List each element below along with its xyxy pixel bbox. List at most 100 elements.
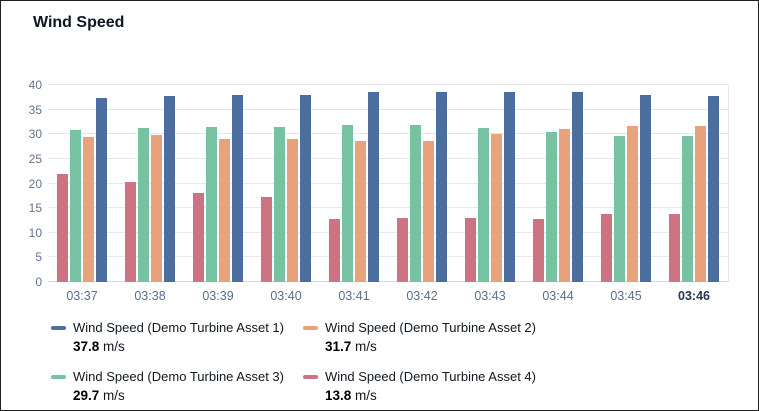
bar[interactable]: [261, 196, 272, 282]
bar[interactable]: [300, 94, 311, 282]
bar[interactable]: [274, 126, 285, 282]
x-tick-label: 03:43: [474, 289, 506, 303]
gridline: [48, 157, 728, 159]
bar[interactable]: [329, 218, 340, 282]
bar[interactable]: [559, 129, 570, 282]
x-tick-label: 03:39: [202, 289, 234, 303]
legend: Wind Speed (Demo Turbine Asset 1) 37.8 m/…: [51, 319, 536, 404]
bar-cluster: [660, 85, 728, 282]
legend-marker: [303, 326, 318, 330]
bar[interactable]: [669, 214, 680, 282]
bar[interactable]: [287, 139, 298, 282]
legend-marker: [303, 375, 318, 379]
gridline: [48, 281, 728, 282]
bar[interactable]: [70, 129, 81, 282]
bar[interactable]: [397, 218, 408, 282]
y-axis-label: 15: [28, 201, 42, 216]
legend-item-asset-3[interactable]: Wind Speed (Demo Turbine Asset 3) 29.7 m/…: [51, 368, 303, 404]
bar[interactable]: [368, 91, 379, 282]
bar[interactable]: [682, 135, 693, 282]
bar[interactable]: [96, 98, 107, 282]
x-tick-label: 03:46: [678, 289, 710, 303]
y-axis-label: 20: [28, 176, 42, 191]
bar[interactable]: [219, 138, 230, 282]
bar[interactable]: [572, 92, 583, 282]
bar-cluster: [388, 85, 456, 282]
y-axis-label: 40: [28, 78, 42, 92]
bar[interactable]: [546, 132, 557, 282]
bar[interactable]: [614, 135, 625, 282]
bar[interactable]: [232, 95, 243, 282]
bar[interactable]: [708, 95, 719, 282]
bar[interactable]: [355, 141, 366, 282]
legend-label: Wind Speed (Demo Turbine Asset 2): [325, 320, 536, 335]
bar[interactable]: [465, 217, 476, 282]
bar[interactable]: [83, 136, 94, 282]
bar[interactable]: [138, 128, 149, 282]
gridline: [48, 207, 728, 209]
y-axis-label: 35: [28, 102, 42, 117]
bar[interactable]: [125, 181, 136, 282]
gridline: [48, 182, 728, 184]
x-tick-label: 03:38: [134, 289, 166, 303]
bar-groups: [48, 85, 728, 282]
x-tick-label: 03:37: [66, 289, 98, 303]
x-tick-label: 03:44: [542, 289, 574, 303]
bar[interactable]: [640, 94, 651, 282]
bar[interactable]: [193, 193, 204, 282]
gridline: [48, 108, 728, 110]
bar[interactable]: [206, 126, 217, 282]
y-axis-label: 5: [35, 250, 42, 265]
legend-value: 29.7 m/s: [73, 388, 125, 403]
legend-label: Wind Speed (Demo Turbine Asset 1): [73, 320, 284, 335]
bar[interactable]: [601, 214, 612, 282]
gridline: [48, 84, 728, 85]
bar[interactable]: [164, 96, 175, 282]
legend-marker: [51, 326, 66, 330]
x-axis: 03:37 03:38 03:39 03:40 03:41 03:42 03:43 03:44…: [48, 289, 728, 304]
bar-cluster: [48, 85, 116, 282]
chart-title: Wind Speed: [33, 14, 125, 31]
bar-cluster: [524, 85, 592, 282]
bar[interactable]: [504, 91, 515, 282]
gridline: [48, 133, 728, 135]
x-tick-label: 03:45: [610, 289, 642, 303]
y-axis-label: 30: [28, 127, 42, 142]
y-axis-label: 0: [35, 275, 42, 289]
bar[interactable]: [410, 124, 421, 282]
bar[interactable]: [423, 140, 434, 282]
bar-cluster: [184, 85, 252, 282]
bar[interactable]: [57, 173, 68, 282]
bar-cluster: [320, 85, 388, 282]
y-axis-label: 25: [28, 151, 42, 166]
bar[interactable]: [491, 134, 502, 282]
plot-area: 0 5 10 15 20 25 30 35 40: [29, 78, 729, 289]
bar[interactable]: [695, 125, 706, 282]
gridline: [48, 256, 728, 258]
bar-cluster: [116, 85, 184, 282]
legend-item-asset-2[interactable]: Wind Speed (Demo Turbine Asset 2) 31.7 m/…: [303, 319, 536, 355]
bar-cluster: [456, 85, 524, 282]
x-tick-label: 03:40: [270, 289, 302, 303]
bar-cluster: [592, 85, 660, 282]
bar[interactable]: [436, 91, 447, 282]
legend-value: 37.8 m/s: [73, 339, 125, 354]
legend-item-asset-4[interactable]: Wind Speed (Demo Turbine Asset 4) 13.8 m/…: [303, 368, 536, 404]
bar[interactable]: [627, 126, 638, 282]
legend-label: Wind Speed (Demo Turbine Asset 4): [325, 369, 536, 384]
gridline: [48, 231, 728, 233]
bar[interactable]: [342, 124, 353, 282]
x-tick-label: 03:41: [338, 289, 370, 303]
legend-value: 13.8 m/s: [325, 388, 377, 403]
legend-marker: [51, 375, 66, 379]
bar-cluster: [252, 85, 320, 282]
x-tick-label: 03:42: [406, 289, 438, 303]
legend-value: 31.7 m/s: [325, 339, 377, 354]
bar[interactable]: [478, 128, 489, 282]
y-axis-label: 10: [28, 225, 42, 240]
legend-label: Wind Speed (Demo Turbine Asset 3): [73, 369, 284, 384]
bar[interactable]: [533, 219, 544, 282]
bar[interactable]: [151, 135, 162, 282]
legend-item-asset-1[interactable]: Wind Speed (Demo Turbine Asset 1) 37.8 m/…: [51, 319, 303, 355]
